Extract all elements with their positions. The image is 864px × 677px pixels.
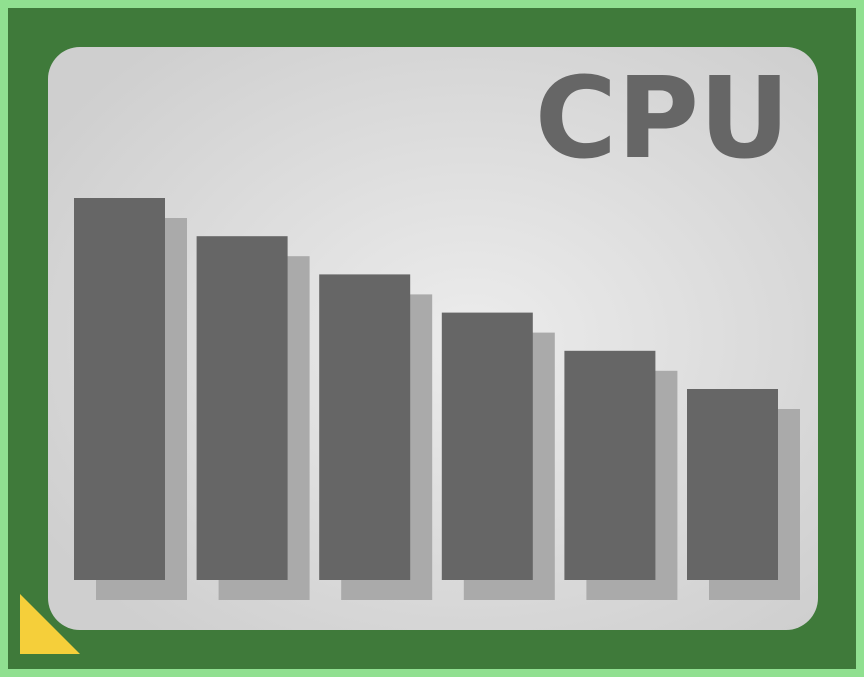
cpu-label: CPU bbox=[535, 54, 790, 184]
bar bbox=[564, 350, 656, 580]
bars-group bbox=[74, 198, 800, 600]
bar bbox=[687, 389, 778, 580]
corner-marker-icon bbox=[20, 594, 80, 654]
bar bbox=[441, 312, 533, 580]
bar bbox=[196, 236, 288, 580]
bar bbox=[74, 198, 165, 580]
bar bbox=[319, 274, 411, 580]
